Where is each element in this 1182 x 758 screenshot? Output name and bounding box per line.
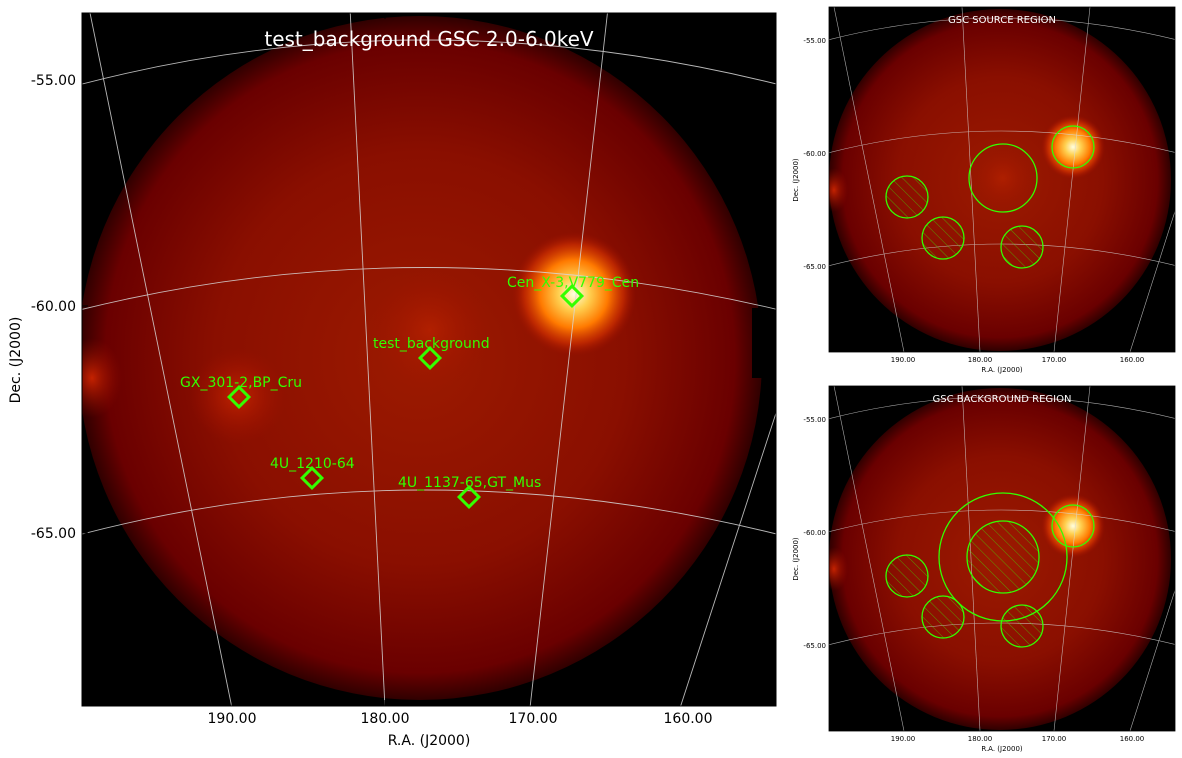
source-bright-source xyxy=(1041,115,1105,179)
main-y-tick-60: -60.00 xyxy=(31,299,76,315)
background-x-tick-160: 160.00 xyxy=(1120,735,1145,743)
main-axes-frame xyxy=(81,12,777,707)
background-excluded-4u1137[interactable] xyxy=(1000,604,1044,648)
source-x-tick-190: 190.00 xyxy=(891,356,916,364)
marker-4u1137[interactable] xyxy=(456,484,482,510)
main-x-tick-170: 170.00 xyxy=(509,711,558,727)
source-label-4u1137: 4U_1137-65,GT_Mus xyxy=(398,475,541,491)
source-label-gx301: GX_301-2,BP_Cru xyxy=(180,375,302,391)
source-label-4u1210: 4U_1210-64 xyxy=(270,456,355,472)
background-x-axis-label: R.A. (J2000) xyxy=(981,745,1023,753)
main-tick-marks xyxy=(82,13,689,706)
background-axes-frame xyxy=(828,385,1176,732)
source-x-tick-180: 180.00 xyxy=(968,356,993,364)
source-y-tick-labels: -55.00 -60.00 -65.00 xyxy=(803,37,826,271)
source-label-test-background: test_background xyxy=(373,336,490,352)
main-y-axis-label: Dec. (J2000) xyxy=(8,317,24,404)
main-source-markers xyxy=(226,283,585,510)
background-panel-title: GSC BACKGROUND REGION xyxy=(933,394,1072,405)
source-x-tick-labels: 190.00 180.00 170.00 160.00 xyxy=(891,356,1145,364)
background-y-tick-60: -60.00 xyxy=(803,529,826,537)
background-excluded-4u1210[interactable] xyxy=(921,595,965,639)
background-y-tick-labels: -55.00 -60.00 -65.00 xyxy=(803,416,826,650)
main-x-tick-160: 160.00 xyxy=(664,711,713,727)
background-x-tick-labels: 190.00 180.00 170.00 160.00 xyxy=(891,735,1145,743)
source-y-tick-55: -55.00 xyxy=(803,37,826,45)
background-y-axis-label: Dec. (J2000) xyxy=(792,537,800,581)
source-regions xyxy=(885,125,1095,269)
source-label-cen-x3: Cen_X-3,V779_Cen xyxy=(507,275,639,291)
main-edge-glow xyxy=(82,338,122,418)
source-excluded-4u1210[interactable] xyxy=(921,216,965,260)
source-y-tick-60: -60.00 xyxy=(803,150,826,158)
main-y-tick-55: -55.00 xyxy=(31,73,76,89)
background-region-panel: GSC BACKGROUND REGION 190.00 180.00 170.… xyxy=(792,385,1176,753)
marker-gx301[interactable] xyxy=(226,384,252,410)
source-excluded-4u1137[interactable] xyxy=(1000,225,1044,269)
source-x-axis-label: R.A. (J2000) xyxy=(981,366,1023,374)
background-y-tick-55: -55.00 xyxy=(803,416,826,424)
source-axes-frame xyxy=(828,6,1176,353)
main-y-tick-labels: -55.00 -60.00 -65.00 xyxy=(31,73,76,542)
source-edge-glow xyxy=(829,168,848,212)
source-excluded-cenx3[interactable] xyxy=(1051,125,1095,169)
source-panel-title: GSC SOURCE REGION xyxy=(948,15,1056,26)
background-excluded-cenx3[interactable] xyxy=(1051,504,1095,548)
main-y-tick-65: -65.00 xyxy=(31,526,76,542)
background-x-tick-180: 180.00 xyxy=(968,735,993,743)
source-y-axis-label: Dec. (J2000) xyxy=(792,158,800,202)
source-excluded-gx301[interactable] xyxy=(885,175,929,219)
main-source-labels: Cen_X-3,V779_Cen test_background GX_301-… xyxy=(180,275,639,491)
main-bright-source-cenx3 xyxy=(512,232,636,356)
main-title: test_background GSC 2.0-6.0keV xyxy=(264,27,594,51)
source-region-panel: GSC SOURCE REGION 190.00 180.00 170.00 1… xyxy=(792,6,1176,374)
marker-test-background[interactable] xyxy=(417,345,443,371)
main-x-tick-190: 190.00 xyxy=(208,711,257,727)
background-y-tick-65: -65.00 xyxy=(803,642,826,650)
source-region-circle[interactable] xyxy=(968,143,1038,213)
background-bright-source xyxy=(1041,494,1105,558)
background-x-tick-190: 190.00 xyxy=(891,735,916,743)
main-notch xyxy=(752,308,776,378)
source-x-tick-160: 160.00 xyxy=(1120,356,1145,364)
source-x-tick-170: 170.00 xyxy=(1042,356,1067,364)
main-x-tick-180: 180.00 xyxy=(361,711,410,727)
main-coordinate-grid xyxy=(82,13,776,706)
main-x-tick-labels: 190.00 180.00 170.00 160.00 xyxy=(208,711,713,727)
source-y-tick-65: -65.00 xyxy=(803,263,826,271)
marker-4u1210[interactable] xyxy=(299,465,325,491)
marker-cen-x3[interactable] xyxy=(559,283,585,309)
main-warm-glow-gx301 xyxy=(190,348,286,444)
main-warm-glow-center xyxy=(370,270,490,390)
background-x-tick-170: 170.00 xyxy=(1042,735,1067,743)
background-regions xyxy=(885,492,1095,648)
background-annulus-inner[interactable] xyxy=(966,520,1040,594)
main-panel: Cen_X-3,V779_Cen test_background GX_301-… xyxy=(8,12,777,749)
main-x-axis-label: R.A. (J2000) xyxy=(388,733,471,749)
source-warm-glow xyxy=(973,148,1033,208)
background-excluded-gx301[interactable] xyxy=(885,554,929,598)
background-edge-glow xyxy=(829,547,848,591)
